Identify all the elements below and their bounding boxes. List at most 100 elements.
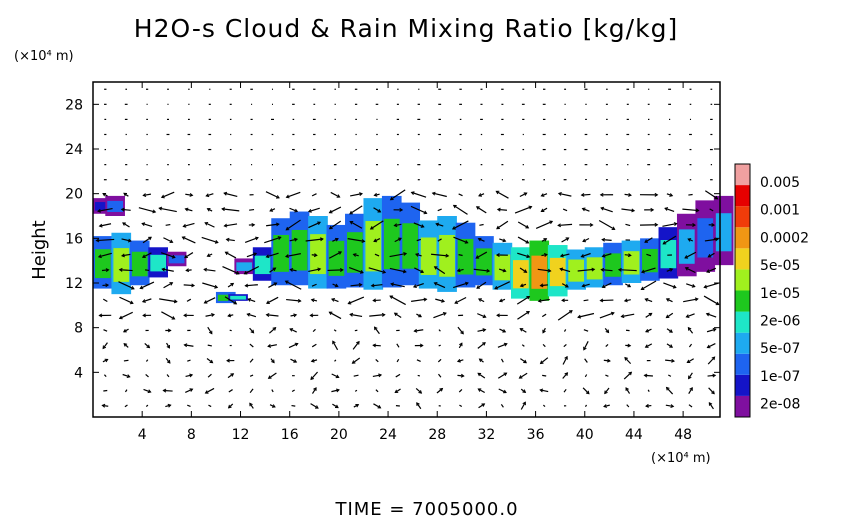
- wind-vector-head: [486, 268, 491, 273]
- wind-vector-head: [644, 344, 649, 348]
- wind-vector: [454, 296, 467, 304]
- wind-vector: [434, 266, 446, 275]
- wind-vector: [704, 190, 718, 200]
- wind-vector-head: [265, 300, 270, 304]
- wind-vector-head: [98, 223, 103, 228]
- wind-vector: [396, 358, 400, 363]
- wind-vector: [101, 269, 109, 272]
- wind-vector-head: [526, 311, 530, 315]
- wind-vector: [264, 236, 281, 244]
- wind-vector: [328, 251, 342, 259]
- cloud-core: [150, 254, 167, 272]
- wind-vector-head: [171, 316, 176, 320]
- wind-vector: [557, 310, 573, 321]
- wind-vector: [499, 328, 506, 333]
- wind-vector: [329, 311, 342, 320]
- cloud-core: [531, 255, 548, 289]
- wind-vector: [414, 267, 424, 273]
- wind-vector: [124, 404, 128, 408]
- wind-vector-head: [214, 284, 219, 289]
- wind-vector-head: [369, 226, 374, 230]
- wind-vector-head: [496, 207, 501, 212]
- wind-vector: [159, 207, 177, 213]
- wind-vector: [285, 219, 301, 231]
- wind-vector-head: [244, 283, 249, 288]
- wind-vector-head: [600, 206, 605, 211]
- wind-vector-head: [289, 328, 294, 332]
- wind-vector: [517, 311, 530, 320]
- wind-vector-head: [214, 239, 219, 244]
- wind-vector: [519, 372, 528, 379]
- wind-vector-head: [711, 356, 716, 361]
- wind-vector-head: [691, 284, 696, 288]
- wind-vector: [497, 343, 508, 348]
- wind-vector: [645, 343, 653, 348]
- wind-vector: [414, 329, 424, 332]
- wind-vector: [389, 267, 407, 273]
- wind-vector-head: [265, 313, 270, 317]
- wind-vector: [583, 329, 589, 332]
- wind-vector: [308, 221, 321, 229]
- wind-vector: [161, 311, 175, 320]
- wind-vector-head: [420, 224, 425, 228]
- wind-vector: [353, 374, 359, 377]
- wind-vector: [602, 282, 612, 288]
- wind-vector: [666, 298, 673, 303]
- wind-vector: [562, 356, 568, 365]
- wind-vector: [368, 267, 386, 274]
- wind-vector-head: [284, 254, 289, 259]
- wind-vector: [373, 344, 381, 347]
- wind-vector: [437, 238, 442, 242]
- wind-vector: [688, 404, 693, 408]
- wind-vector: [473, 268, 490, 272]
- wind-vector: [520, 358, 527, 364]
- wind-vector-head: [643, 373, 648, 378]
- wind-vector: [185, 208, 193, 212]
- wind-vector-head: [671, 358, 676, 363]
- wind-vector-head: [498, 298, 503, 303]
- wind-vector-head: [98, 313, 103, 318]
- wind-vector: [97, 207, 113, 212]
- wind-vector: [269, 267, 276, 273]
- cloud-core: [383, 218, 400, 270]
- wind-vector: [185, 388, 193, 393]
- wind-vector-head: [235, 271, 240, 275]
- wind-vector: [352, 341, 360, 350]
- wind-vector-head: [167, 328, 172, 333]
- wind-vector-head: [162, 388, 167, 393]
- wind-vector: [478, 298, 485, 303]
- wind-vector-head: [246, 312, 251, 317]
- wind-vector-head: [160, 194, 165, 199]
- wind-vector-head: [695, 208, 700, 213]
- wind-vector-head: [627, 283, 632, 288]
- wind-vector-head: [460, 373, 465, 378]
- wind-vector: [185, 374, 193, 378]
- wind-vector: [394, 388, 401, 394]
- wind-vector: [517, 221, 529, 229]
- wind-vector-head: [315, 405, 319, 409]
- wind-vector: [208, 404, 212, 408]
- wind-vector: [500, 404, 504, 408]
- wind-vector-head: [585, 390, 590, 395]
- wind-vector: [187, 404, 191, 407]
- wind-vector: [369, 314, 385, 317]
- colorbar-label: 1e-05: [760, 286, 800, 302]
- wind-vector: [709, 208, 714, 212]
- wind-vector-head: [610, 311, 615, 316]
- wind-vector: [145, 269, 150, 272]
- wind-vector-head: [147, 389, 152, 394]
- wind-vector: [624, 357, 632, 365]
- wind-vector-head: [607, 358, 611, 363]
- wind-vector: [373, 238, 381, 242]
- wind-vector-head: [628, 192, 632, 197]
- y-tick-label: 16: [65, 231, 83, 247]
- wind-vector-head: [378, 373, 383, 378]
- wind-vector: [290, 314, 297, 317]
- wind-vector-head: [349, 221, 354, 225]
- wind-vector-head: [528, 205, 533, 210]
- wind-vector-head: [101, 403, 106, 408]
- wind-vector-head: [654, 222, 659, 227]
- wind-vector: [266, 296, 279, 304]
- wind-vector-head: [711, 222, 716, 227]
- wind-vector-head: [189, 373, 194, 378]
